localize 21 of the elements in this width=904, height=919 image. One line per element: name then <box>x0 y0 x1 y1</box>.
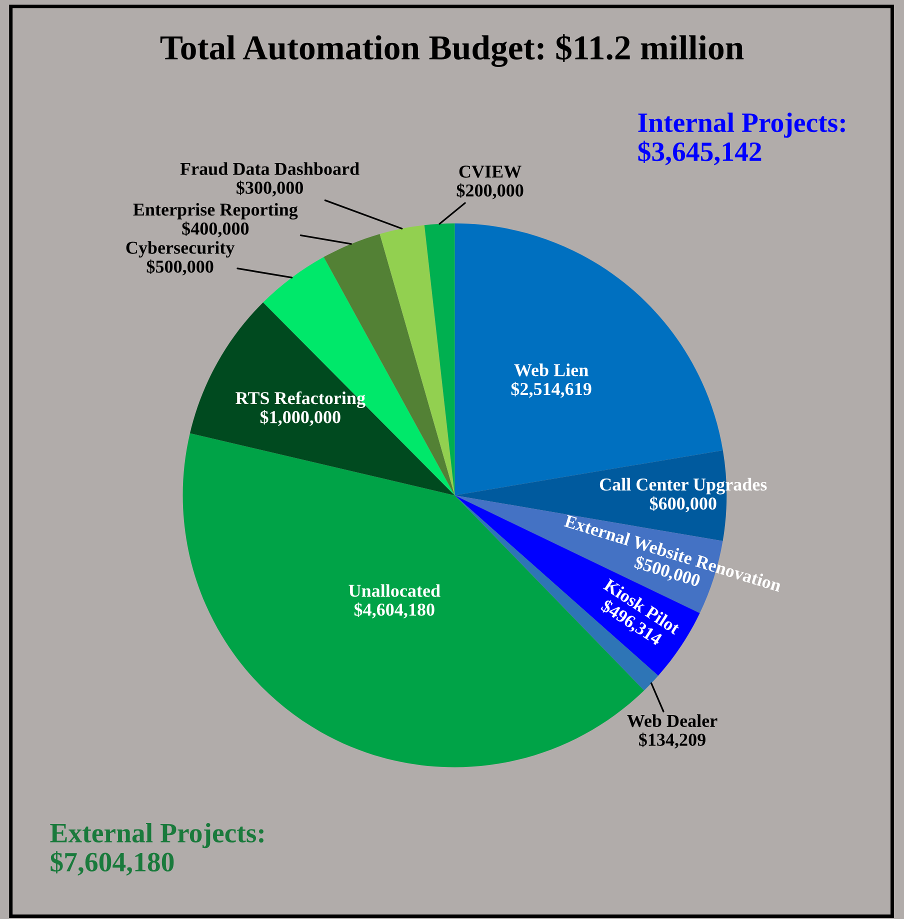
text: Internal Projects: $3,645,142 <box>638 112 845 166</box>
pie-slice <box>380 225 455 496</box>
data-label: $500,000 <box>146 260 214 276</box>
text: External Projects: $7,604,180 <box>50 822 264 876</box>
data-label: $134,209 <box>639 732 706 748</box>
slice-label: Fraud Data Dashboard <box>180 162 360 176</box>
data-label: $200,000 <box>456 183 524 200</box>
pie-slice <box>190 302 455 496</box>
slice-label: Web Dealer <box>627 714 718 728</box>
slice-label: CVIEW <box>459 166 522 178</box>
data-label: $400,000 <box>182 221 249 238</box>
data-label: $600,000 <box>650 496 716 512</box>
slice-label: Unallocated <box>348 584 440 597</box>
slice-label: Web Lien <box>514 364 588 376</box>
slice-label: Enterprise Reporting <box>133 203 298 220</box>
slice-label: Cybersecurity <box>126 241 235 258</box>
data-label: $300,000 <box>236 180 303 196</box>
data-label: $4,604,180 <box>354 602 434 618</box>
chart-title: Total Automation Budget: $11.2 million <box>160 34 744 67</box>
data-label: $2,514,619 <box>511 382 592 398</box>
data-label: $1,000,000 <box>260 410 340 426</box>
